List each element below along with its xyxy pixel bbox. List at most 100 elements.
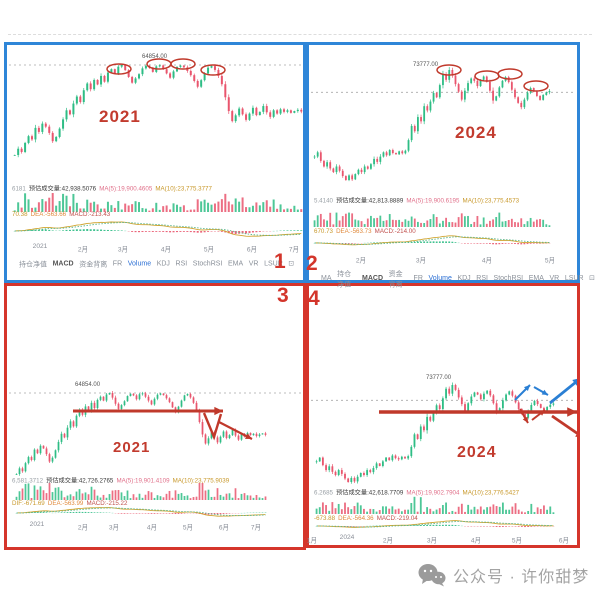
volume-header: 5.4140 预估成交量:42,813.8889 MA(5):19,900.6195… — [314, 195, 522, 204]
x-axis-label: 4月 — [470, 537, 482, 545]
toolbar-item-kdj[interactable]: KDJ — [457, 274, 471, 282]
x-axis-label: 2月 — [383, 537, 394, 545]
volume-header-segment: MA(10):23,776.5427 — [462, 489, 520, 497]
toolbar-item-volume[interactable]: Volume — [428, 274, 452, 282]
volume-header-segment: 6,581.3712 — [12, 477, 44, 485]
peak-circle-annotation — [523, 80, 549, 92]
x-axis-label: 2月 — [77, 524, 88, 532]
x-axis: 1月 2024 2月 3月 4月 5月 6月 — [306, 532, 577, 545]
x-axis-label: 3月 — [427, 537, 438, 545]
macd-header-segment: DIF:-671.69 — [12, 500, 45, 507]
toolbar-item-ema[interactable]: EMA — [528, 274, 544, 282]
toolbar-item-lsur[interactable]: LSUR — [264, 259, 283, 268]
candlestick-svg — [9, 391, 301, 517]
x-axis-label: 2021 — [29, 520, 45, 529]
macd-header: -673.88 DEA:-564.36 MACD:-219.04 — [314, 515, 421, 522]
candlestick-svg — [9, 58, 303, 237]
macd-header-segment: 70.38 — [12, 211, 28, 218]
panel-2: 73777.00 2024 5.4140 预估成交量:42,813.8889 MA(… — [306, 42, 595, 289]
x-axis-label: 2021 — [32, 242, 48, 251]
volume-header-segment: 5.4140 — [314, 197, 333, 205]
volume-header-segment: MA(5):19,901.4109 — [116, 477, 170, 485]
toolbar-item-vr[interactable]: VR — [248, 259, 259, 268]
macd-header-segment: MACD:-213.43 — [69, 211, 111, 218]
toolbar-item-ema[interactable]: EMA — [227, 259, 244, 268]
x-axis-label: 6月 — [246, 246, 257, 254]
watermark: 公众号 · 许你甜梦 — [418, 563, 589, 587]
panel-3: 64854.00 2021 6,581.3712 预估成交量:42,726.276… — [4, 283, 306, 550]
toolbar-item-lsur[interactable]: LSUR — [564, 274, 584, 282]
wechat-icon — [418, 564, 446, 587]
panel-1: 64854.00 2021 6181 预估成交量:42,938.5076 MA(5)… — [4, 42, 306, 283]
toolbar-item-持仓净值[interactable]: 持仓净值 — [19, 261, 47, 269]
x-axis-label: 2024 — [340, 533, 355, 542]
volume-header: 6.2685 预估成交量:42,618.7709 MA(5):19,902.7904… — [314, 487, 522, 496]
peak-label: 73777.00 — [413, 61, 439, 68]
year-label: 2021 — [99, 107, 141, 126]
peak-circle-annotation — [436, 64, 462, 76]
x-axis-label: 3月 — [118, 246, 129, 254]
toolbar-item-fr[interactable]: FR — [112, 259, 123, 268]
toolbar-item-fr[interactable]: FR — [413, 274, 423, 282]
panel-badge-3: 3 — [277, 284, 289, 307]
volume-header-segment: 预估成交量:42,726.2765 — [46, 477, 114, 485]
volume-header-segment: MA(10):23,775.9039 — [172, 477, 230, 485]
x-axis-label: 3月 — [416, 257, 427, 265]
peak-circle-annotation — [106, 63, 132, 75]
x-axis-label: 4月 — [160, 246, 171, 254]
macd-header-segment: MACD:-214.00 — [374, 228, 416, 235]
toolbar-item-ma[interactable]: MA — [321, 274, 332, 282]
macd-header-segment: 670.73 — [314, 228, 333, 235]
peak-circle-annotation — [200, 64, 226, 76]
toolbar-item-volume[interactable]: Volume — [127, 259, 152, 268]
x-axis-label: 4月 — [146, 524, 158, 532]
indicator-settings-icon[interactable]: ⊡ — [589, 274, 595, 282]
toolbar-item-macd[interactable]: MACD — [52, 259, 74, 268]
macd-header-segment: MACD:-215.22 — [86, 500, 128, 507]
x-axis-label: 5月 — [204, 246, 215, 254]
macd-header-segment: DEA:-563.66 — [30, 211, 67, 218]
bounce-annotation — [202, 412, 223, 441]
toolbar-item-资金背离[interactable]: 资金背离 — [388, 270, 403, 289]
toolbar-item-rsi[interactable]: RSI — [476, 274, 488, 282]
candlestick-svg — [311, 378, 577, 528]
candlestick-svg — [311, 64, 575, 246]
x-axis: 2月 3月 4月 5月 — [309, 252, 577, 265]
x-axis-label: 4月 — [481, 257, 493, 265]
macd-header-segment: DEA:-563.73 — [336, 228, 372, 235]
volume-header-segment: 预估成交量:42,618.7709 — [336, 489, 404, 497]
volume-header-segment: MA(10):23,775.4573 — [462, 197, 520, 205]
panel-badge-4: 4 — [308, 287, 320, 310]
macd-header: 70.38 DEA:-563.66 MACD:-213.43 — [12, 211, 113, 218]
x-axis-label: 3月 — [109, 524, 120, 532]
toolbar-item-stochrsi[interactable]: StochRSI — [192, 259, 223, 268]
toolbar-item-rsi[interactable]: RSI — [175, 259, 188, 268]
toolbar-item-持仓净值[interactable]: 持仓净值 — [337, 270, 352, 289]
indicator-settings-icon[interactable]: ⊡ — [288, 259, 295, 268]
x-axis: 2021 2月 3月 4月 5月 6月 7月 — [7, 241, 303, 254]
peak-circle-annotation — [170, 58, 196, 70]
x-axis-label: 7月 — [288, 246, 300, 254]
volume-header-segment: MA(5):19,902.7904 — [406, 489, 460, 497]
volume-header: 6,581.3712 预估成交量:42,726.2765 MA(5):19,901.… — [12, 475, 232, 484]
macd-header-segment: -673.88 — [314, 515, 336, 522]
toolbar-item-macd[interactable]: MACD — [362, 274, 384, 282]
x-axis-label: 1月 — [306, 537, 317, 545]
x-axis-label: 5月 — [183, 524, 194, 532]
toolbar-item-stochrsi[interactable]: StochRSI — [493, 274, 524, 282]
top-dashed-line — [8, 34, 592, 35]
x-axis-label: 6月 — [219, 524, 230, 532]
volume-header-segment: 6.2685 — [314, 489, 333, 497]
macd-header-segment: DEA:-564.36 — [338, 515, 374, 522]
toolbar-item-资金背离[interactable]: 资金背离 — [79, 261, 108, 269]
volume-header-segment: MA(5):19,900.6195 — [406, 197, 460, 205]
panel-badge-2: 2 — [306, 252, 318, 275]
macd-header: 670.73 DEA:-563.73 MACD:-214.00 — [314, 228, 419, 235]
x-axis-label: 2月 — [77, 246, 88, 254]
indicator-toolbar: MA 持仓净值 MACD 资金背离 FR Volume KDJ RSI StochRSI EMA V… — [321, 268, 595, 289]
panel-4: 73777.00 2024 6.2685 预估成交量:42,618.7709 MA(… — [306, 283, 580, 548]
toolbar-item-kdj[interactable]: KDJ — [156, 259, 170, 268]
peak-circle-annotation — [497, 68, 523, 80]
toolbar-item-vr[interactable]: VR — [549, 274, 560, 282]
indicator-toolbar: 持仓净值 MACD 资金背离 FR Volume KDJ RSI StochRSI EMA VR L… — [19, 258, 321, 269]
